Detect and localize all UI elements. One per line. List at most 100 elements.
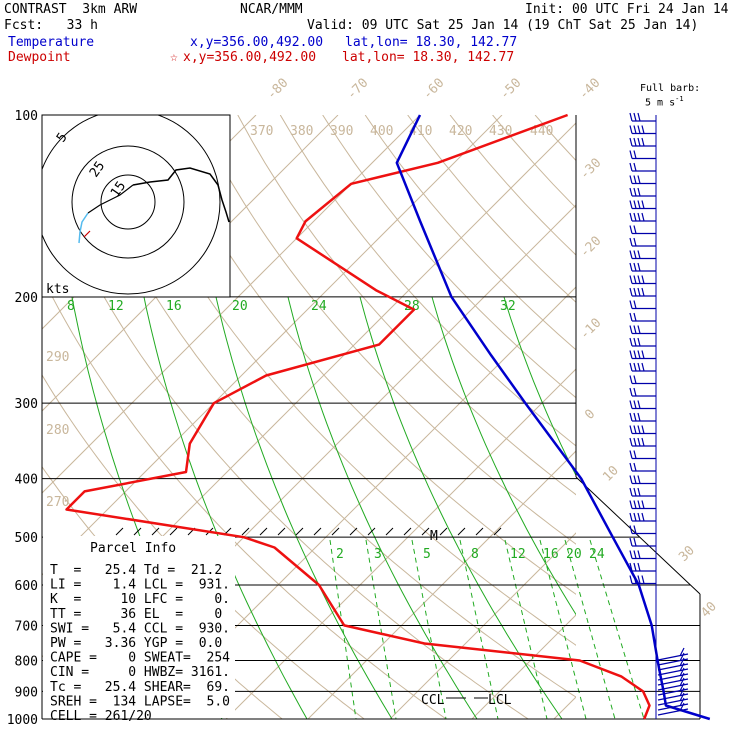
hatch-line (115, 527, 124, 536)
mixing-ratio-line-dashed (504, 539, 548, 719)
isotherm-label-minus30: -30 (577, 156, 604, 183)
wind-barb (629, 112, 656, 122)
mixing-ratio-line (143, 296, 308, 719)
mix-label-16: 16 (166, 299, 182, 314)
hatch-line (493, 527, 502, 536)
dry-adiabat (663, 115, 740, 719)
hodograph: 5 25 15 kts (41, 114, 231, 298)
wind-barb (629, 337, 656, 347)
wind-barb (629, 250, 656, 260)
temperature-latlon: lat,lon= 18.30, 142.77 (345, 35, 518, 50)
model-title: CONTRAST 3km ARW (4, 2, 138, 17)
dewpoint-star-icon: ☆ (170, 50, 178, 65)
hodograph-trace-mid (87, 184, 134, 214)
isotherm-label-minus50: -50 (497, 76, 524, 103)
wind-barb (629, 450, 656, 460)
wind-barb (629, 212, 656, 222)
dry-adiabat (364, 115, 576, 351)
pressure-label-700: 700 (15, 619, 38, 634)
hodograph-box (41, 114, 231, 298)
theta-label-370: 370 (250, 124, 273, 139)
isotherm-line (143, 286, 576, 719)
mixing-ratio-line (503, 296, 576, 477)
mix-label-lower-2: 2 (336, 547, 344, 562)
dry-adiabat (237, 115, 576, 496)
center-title: NCAR/MMM (240, 2, 303, 17)
wind-barb (629, 312, 656, 322)
hatch-line (349, 527, 358, 536)
cutout-diagonal (575, 476, 701, 595)
frame (41, 115, 701, 720)
wind-barb (629, 162, 656, 172)
isotherm-label-minus80: -80 (264, 76, 291, 103)
dry-adiabat (705, 115, 740, 719)
mix-label-lower-12: 12 (510, 547, 526, 562)
barb-legend-title: Full barb: (640, 83, 701, 94)
hatch-line (133, 527, 142, 536)
mixing-ratio-line-dashed (365, 539, 397, 719)
hatch-line (151, 527, 160, 536)
mixing-ratio-line-dashed (459, 539, 499, 719)
mixing-ratio-labels-upper: 8 12 16 20 24 28 32 (67, 299, 516, 314)
isotherm-labels: -80 -70 -60 -50 -40 -30 -20 -10 0 10 30 … (264, 76, 720, 621)
dewpoint-profile (65, 113, 651, 720)
mix-label-24: 24 (311, 299, 327, 314)
theta-label-400: 400 (370, 124, 393, 139)
mixing-ratio-lines-lower (329, 539, 645, 719)
hodo-ring-label-15: 15 (108, 179, 129, 200)
pressure-label-600: 600 (15, 579, 38, 594)
isotherm-label-40: 40 (698, 599, 720, 621)
isotherm-line (471, 614, 576, 719)
mix-label-lower-8: 8 (471, 547, 479, 562)
wind-barb (629, 512, 656, 522)
wind-barb (629, 475, 656, 485)
isotherm-label-10: 10 (600, 463, 622, 485)
pressure-label-500: 500 (15, 531, 38, 546)
wind-barb (629, 325, 656, 335)
dry-adiabat (322, 115, 576, 399)
ccl-lcl-markers: CCL LCL (421, 693, 512, 708)
isotherm-label-minus40: -40 (576, 76, 603, 103)
wind-barb (629, 262, 656, 272)
parcel-row: TT = 36 EL = 0 (50, 607, 222, 622)
mixing-ratio-line (287, 296, 478, 719)
hatch-line (385, 527, 394, 536)
wind-barb (629, 125, 656, 135)
wind-barb (629, 387, 656, 397)
mix-label-lower-3: 3 (374, 547, 382, 562)
isotherm-line (553, 696, 576, 719)
wind-barb (629, 462, 656, 472)
wind-barb (629, 537, 656, 547)
isotherm-line (307, 450, 576, 719)
dewpoint-latlon: lat,lon= 18.30, 142.77 (342, 50, 515, 65)
temperature-legend: Temperature (8, 35, 95, 50)
hatch-line (169, 527, 178, 536)
wind-barb (629, 362, 656, 372)
isotherm-line (42, 115, 503, 576)
hatch-line (367, 527, 376, 536)
isotherm-line (42, 115, 421, 494)
wind-barb (629, 350, 656, 360)
parcel-row: T = 25.4 Td = 21.2 (50, 563, 222, 578)
isotherm-label-minus10: -10 (577, 316, 604, 343)
parcel-row: Tc = 25.4 SHEAR= 69. (50, 680, 230, 695)
temperature-profile (395, 114, 711, 721)
theta-label-430: 430 (489, 124, 512, 139)
mix-label-8: 8 (67, 299, 75, 314)
mix-label-28: 28 (404, 299, 420, 314)
pressure-axis-labels: 100 200 300 400 500 600 700 800 900 1000 (7, 109, 38, 728)
barb-legend-units-text: 5 m s (645, 97, 676, 109)
hodograph-ring-inner (100, 174, 156, 230)
dewpoint-xy: x,y=356.00,492.00 (183, 50, 317, 65)
barb-legend-units: 5 m s-1 (645, 94, 684, 108)
wind-barb (629, 400, 656, 410)
wind-barb (629, 275, 656, 285)
hatch-line (421, 527, 430, 536)
theta-label-420: 420 (449, 124, 472, 139)
wind-barb (629, 562, 656, 572)
wind-barb (629, 237, 656, 247)
hodograph-trace-upper (132, 167, 230, 223)
wind-barb (629, 225, 656, 235)
mixing-ratio-labels-lower: 2 3 5 8 12 16 20 24 (336, 547, 605, 562)
